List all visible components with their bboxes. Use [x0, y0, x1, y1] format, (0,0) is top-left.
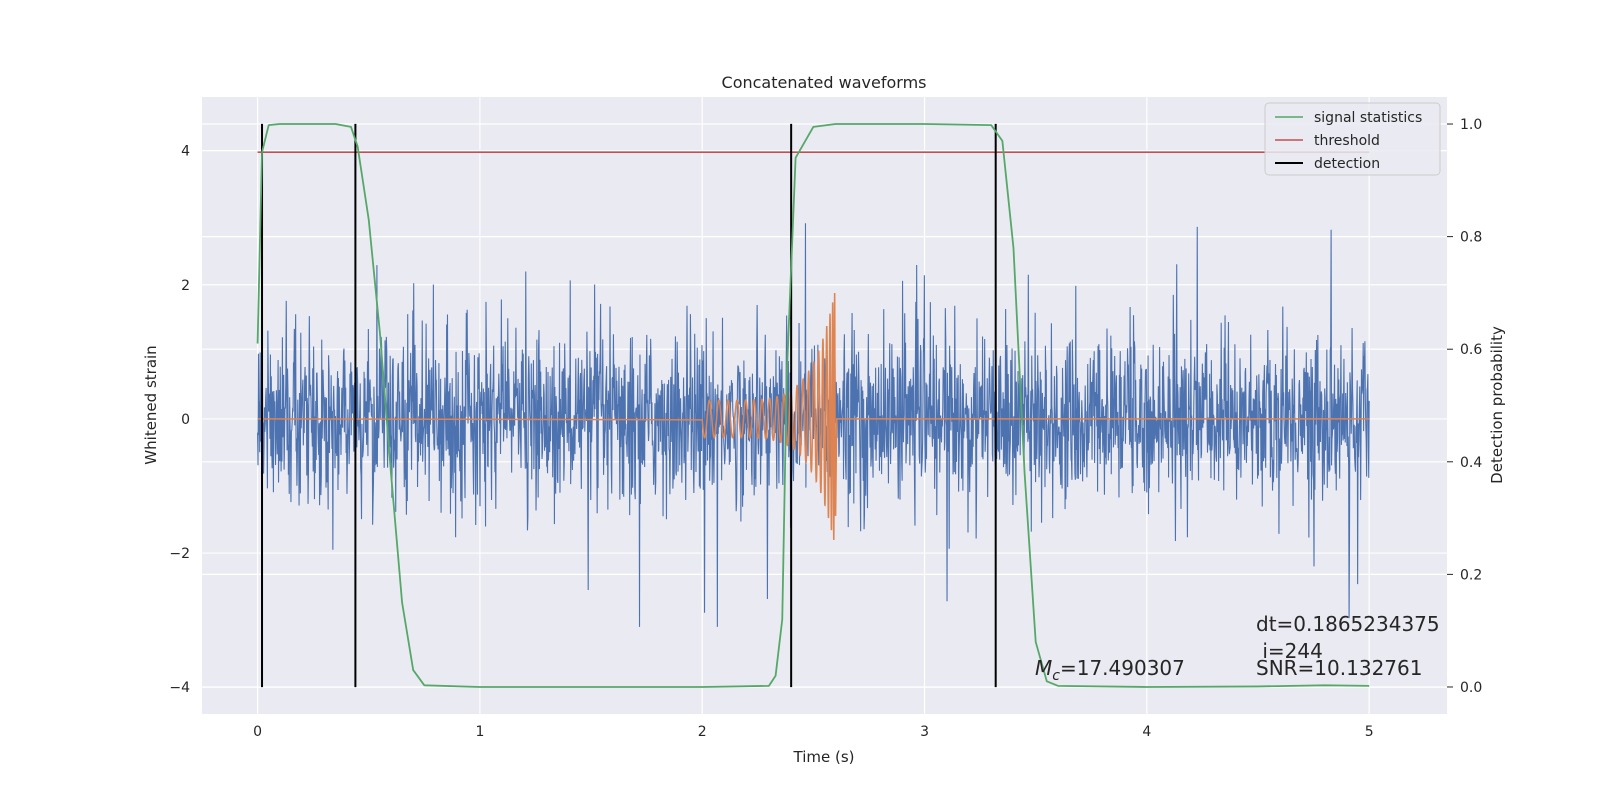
legend-label-threshold: threshold — [1314, 133, 1380, 149]
y-tick-label: 2 — [181, 278, 190, 294]
x-tick-label: 3 — [920, 724, 929, 740]
x-axis-label: Time (s) — [793, 748, 855, 766]
annotation-snr: SNR=10.132761 — [1256, 656, 1422, 680]
y-tick-label: −4 — [169, 680, 190, 696]
annotation-chirp-mass-symbol: M — [1035, 656, 1052, 680]
x-tick-label: 4 — [1142, 724, 1151, 740]
y-tick-label: −2 — [169, 546, 190, 562]
y-axis-label: Whitened strain — [142, 345, 160, 464]
annotation-dt: dt=0.1865234375 — [1256, 612, 1440, 636]
x-tick-label: 0 — [253, 724, 262, 740]
x-tick-label: 2 — [698, 724, 707, 740]
legend-label-detection: detection — [1314, 156, 1380, 172]
signal-statistics-series — [256, 123, 1370, 688]
annotation-chirp-mass: Mc=17.490307 — [1035, 656, 1185, 684]
signal-statistics-line — [256, 123, 1370, 688]
annotation-chirp-mass-subscript: c — [1052, 668, 1060, 684]
y2-tick-label: 0.0 — [1460, 680, 1482, 696]
chirp-line — [257, 293, 1370, 540]
x-tick-label: 1 — [475, 724, 484, 740]
annotation-index: i=244 — [1256, 639, 1323, 663]
y2-tick-label: 0.8 — [1460, 230, 1482, 246]
chirp-series — [257, 293, 1370, 540]
legend-box — [1264, 102, 1441, 176]
detection-lines — [261, 123, 997, 688]
y2-axis-label: Detection probability — [1488, 326, 1506, 484]
x-tick-label: 5 — [1365, 724, 1374, 740]
legend-label-signal-statistics: signal statistics — [1314, 110, 1422, 126]
legend: signal statistics threshold detection — [1264, 102, 1441, 176]
annotation-chirp-mass-value: =17.490307 — [1060, 656, 1185, 680]
y2-tick-label: 1.0 — [1460, 117, 1482, 133]
y2-tick-label: 0.4 — [1460, 455, 1482, 471]
y2-tick-label: 0.6 — [1460, 342, 1482, 358]
axis-ticks: 0 1 2 3 4 5 −4 −2 0 2 4 0.0 0.2 0.4 0.6 0.8 1.0 — [169, 117, 1482, 740]
y-tick-label: 4 — [181, 144, 190, 160]
chart-title: Concatenated waveforms — [722, 73, 927, 92]
y-tick-label: 0 — [181, 412, 190, 428]
y2-tick-label: 0.2 — [1460, 567, 1482, 583]
